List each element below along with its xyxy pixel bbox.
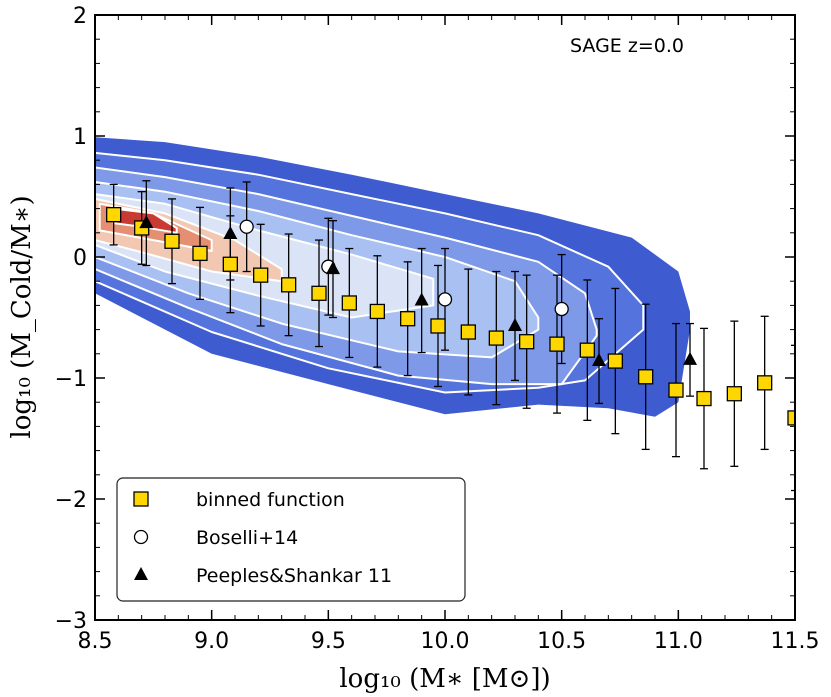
xtick-label-0: 8.5 [78, 629, 113, 654]
point-binned-function-21 [726, 386, 742, 402]
axis-ticks [94, 14, 796, 621]
point-binned-function-8 [341, 295, 357, 311]
legend-label-1: Boselli+14 [196, 527, 298, 549]
point-peeples-shankar-11-3 [414, 292, 429, 306]
legend-marker-0 [133, 491, 149, 507]
point-boselli-14-3 [554, 301, 569, 317]
point-binned-function-2 [164, 233, 180, 249]
point-binned-function-12 [460, 324, 476, 340]
ytick-label-0: −3 [55, 609, 87, 634]
legend-label-0: binned function [196, 489, 345, 511]
point-binned-function-4 [222, 256, 238, 272]
ytick-label-1: −2 [55, 488, 87, 513]
point-peeples-shankar-11-2 [326, 261, 340, 275]
xtick-label-3: 10.0 [421, 629, 470, 654]
point-binned-function-19 [668, 382, 684, 398]
legend-marker-1 [133, 529, 149, 545]
xtick-label-1: 9.0 [194, 629, 229, 654]
point-binned-function-14 [519, 334, 535, 350]
point-binned-function-10 [400, 311, 416, 327]
point-binned-function-3 [192, 245, 208, 262]
legend: binned function Boselli+14 Peeples&Shankar… [116, 477, 466, 602]
ytick-label-3: 0 [73, 246, 87, 271]
point-binned-function-17 [607, 353, 623, 369]
xtick-label-2: 9.5 [311, 629, 346, 654]
point-peeples-shankar-11-0 [139, 215, 154, 229]
ytick-label-2: −1 [55, 367, 87, 392]
point-binned-function-23 [787, 410, 795, 426]
y-axis-title: log₁₀ (M_Cold/M∗) [7, 195, 37, 438]
legend-marker-2 [134, 567, 148, 580]
point-binned-function-6 [281, 277, 297, 293]
chart-annotation: SAGE z=0.0 [570, 35, 684, 57]
point-peeples-shankar-11-4 [508, 317, 522, 331]
point-peeples-shankar-11-5 [592, 353, 606, 367]
xtick-label-6: 11.5 [771, 629, 820, 654]
y-tick-labels: −3 −2 −1 0 1 2 [55, 4, 87, 634]
legend-box [116, 477, 466, 602]
x-tick-labels: 8.5 9.0 9.5 10.0 10.5 11.0 11.5 [78, 629, 820, 654]
ytick-label-5: 2 [73, 4, 87, 29]
legend-label-2: Peeples&Shankar 11 [196, 565, 392, 587]
point-boselli-14-0 [239, 219, 254, 234]
x-axis-title: log₁₀ (M∗ [M⊙]) [339, 664, 550, 694]
point-peeples-shankar-11-1 [223, 226, 238, 240]
point-binned-function-0 [106, 206, 122, 223]
point-binned-function-18 [638, 369, 654, 385]
xtick-label-5: 11.0 [654, 629, 703, 654]
ytick-label-4: 1 [73, 125, 87, 150]
xtick-label-4: 10.5 [537, 629, 586, 654]
point-binned-function-15 [549, 336, 565, 352]
point-binned-function-7 [311, 285, 327, 301]
point-boselli-14-2 [437, 292, 453, 307]
point-binned-function-11 [430, 318, 446, 334]
point-peeples-shankar-11-6 [683, 351, 697, 365]
point-binned-function-5 [253, 267, 269, 283]
point-binned-function-20 [696, 390, 712, 407]
data-markers [106, 206, 795, 426]
point-binned-function-16 [579, 342, 595, 358]
point-binned-function-22 [757, 375, 773, 391]
point-binned-function-13 [488, 330, 504, 346]
point-binned-function-9 [369, 303, 385, 320]
